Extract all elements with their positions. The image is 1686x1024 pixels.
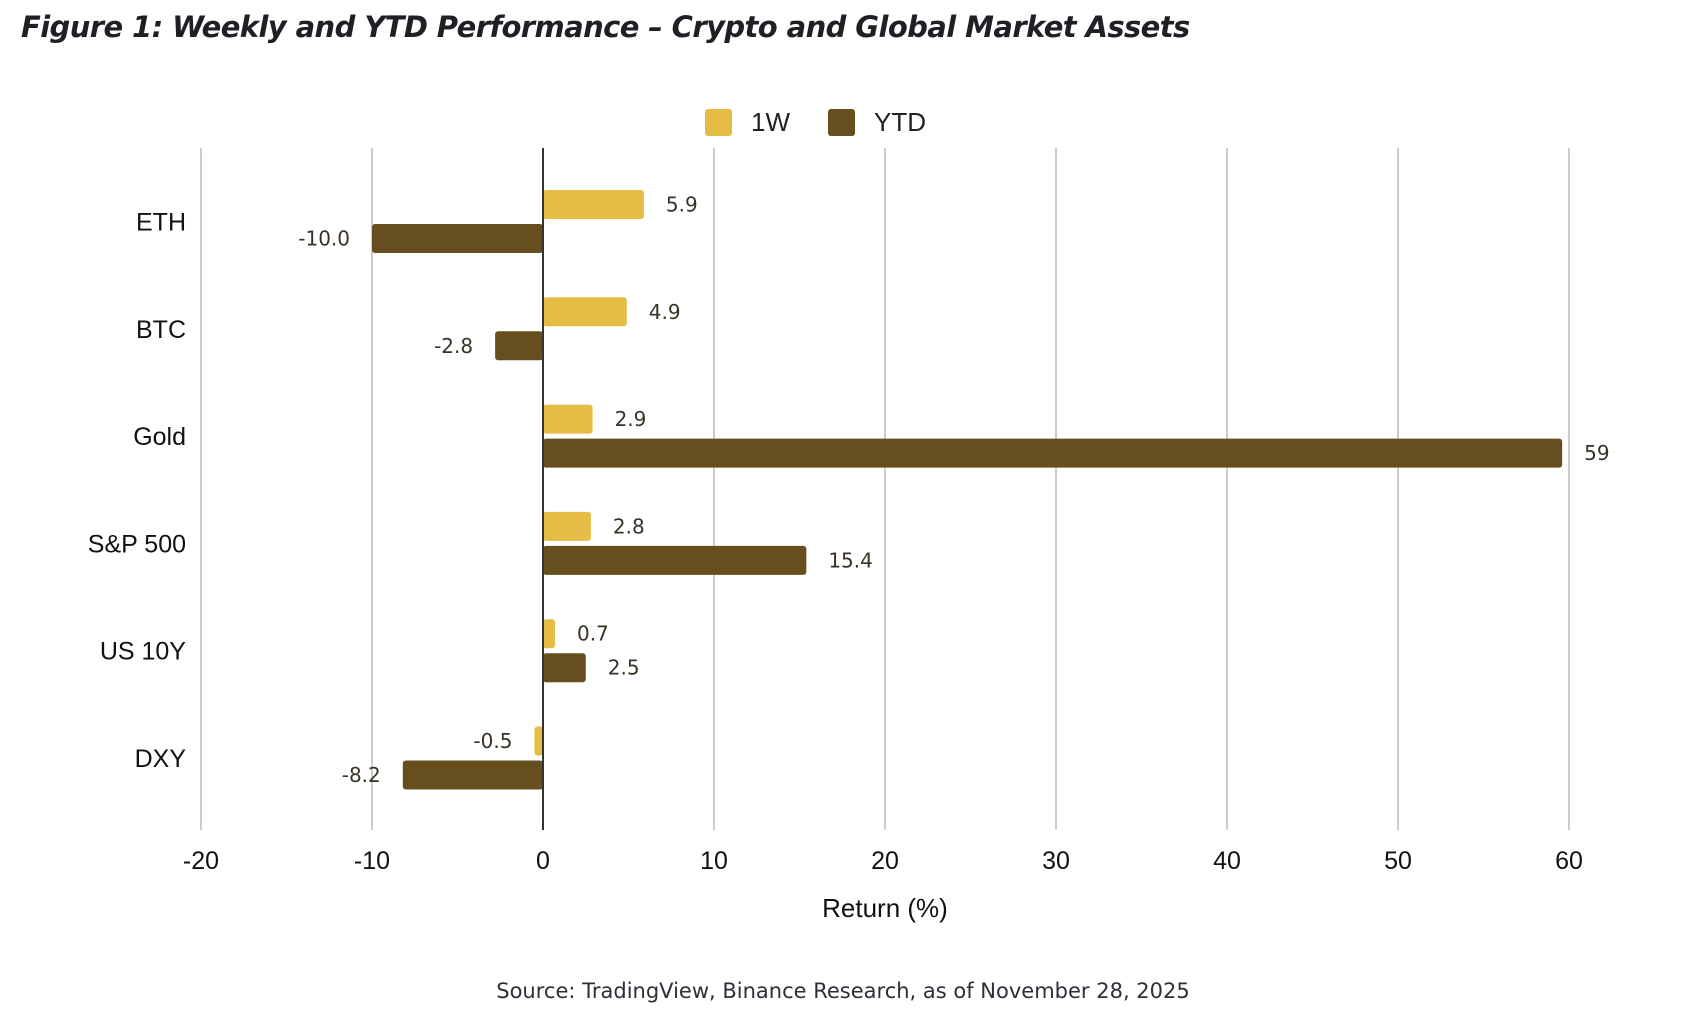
x-tick-label: 30 [1042,847,1070,875]
x-tick-label: 60 [1555,847,1583,875]
category-labels: ETH BTC Gold S&P 500 US 10Y DXY [88,209,187,774]
category-label: US 10Y [100,638,186,666]
bar-1w-s-p-500 [543,511,591,541]
source-note: Source: TradingView, Binance Research, a… [496,979,1190,1003]
category-label: Gold [133,423,186,451]
data-label: 4.9 [649,300,681,324]
bar-ytd-s-p-500 [543,545,807,575]
data-label: 59 [1584,441,1609,465]
data-label: 2.8 [613,514,645,538]
bar-ytd-us-10y [543,653,586,683]
data-label: 5.9 [666,193,698,217]
bar-1w-btc [543,297,627,327]
category-label: BTC [136,316,186,344]
data-label: 2.9 [615,407,647,431]
data-label: -10.0 [298,227,350,251]
bar-1w-us-10y [543,619,555,649]
bar-ytd-dxy [402,760,543,790]
legend: 1W YTD [705,107,926,137]
x-tick-label: -20 [183,847,219,875]
x-tick-label: 0 [536,847,550,875]
legend-swatch-ytd [828,109,855,136]
bars [372,190,1563,790]
x-tick-labels: -20 -10 0 10 20 30 40 50 60 [183,847,1583,875]
data-label: 15.4 [828,548,873,572]
bar-1w-dxy [534,726,543,756]
gridlines [200,148,1570,830]
data-label: 2.5 [608,656,640,680]
data-label: -0.5 [473,729,512,753]
data-label: 0.7 [577,622,609,646]
bar-1w-gold [543,404,593,434]
bar-1w-eth [543,190,644,219]
x-tick-label: 20 [871,847,899,875]
legend-label-1w: 1W [751,107,790,137]
category-label: ETH [136,209,186,237]
x-tick-label: 50 [1384,847,1412,875]
x-tick-label: 40 [1213,847,1241,875]
bar-ytd-btc [495,331,543,361]
legend-swatch-1w [705,109,732,136]
data-label: -8.2 [342,763,381,787]
x-tick-label: -10 [354,847,390,875]
figure-title: Figure 1: Weekly and YTD Performance – C… [21,10,1190,44]
data-labels: 5.9 -10.0 4.9 -2.8 2.9 59 2.8 15.4 0.7 2.5 -0.5 -8.… [298,193,1609,788]
category-label: S&P 500 [88,530,186,558]
bar-ytd-eth [372,224,543,253]
bar-ytd-gold [543,438,1563,468]
x-tick-label: 10 [700,847,728,875]
data-label: -2.8 [434,334,473,358]
x-axis-title: Return (%) [822,893,948,923]
legend-label-ytd: YTD [874,107,926,137]
category-label: DXY [135,745,187,773]
